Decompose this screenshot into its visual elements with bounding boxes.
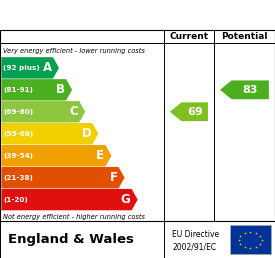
Text: D: D	[81, 127, 91, 140]
Text: Potential: Potential	[221, 32, 268, 41]
Polygon shape	[1, 101, 85, 123]
Text: Not energy efficient - higher running costs: Not energy efficient - higher running co…	[3, 214, 145, 220]
Text: E: E	[96, 149, 104, 162]
Text: B: B	[56, 83, 65, 96]
Text: Current: Current	[169, 32, 208, 41]
Text: G: G	[121, 193, 131, 206]
Text: (1-20): (1-20)	[3, 197, 28, 203]
Text: 69: 69	[187, 107, 203, 117]
Polygon shape	[1, 167, 125, 188]
Text: (55-68): (55-68)	[3, 131, 34, 137]
Polygon shape	[1, 79, 72, 101]
Polygon shape	[1, 57, 59, 78]
Text: Energy Efficiency Rating: Energy Efficiency Rating	[36, 8, 239, 23]
Text: EU Directive: EU Directive	[172, 230, 219, 239]
Text: England & Wales: England & Wales	[8, 233, 134, 246]
Text: 2002/91/EC: 2002/91/EC	[172, 243, 216, 252]
Bar	[230, 225, 271, 254]
Polygon shape	[170, 102, 208, 121]
Polygon shape	[220, 80, 269, 99]
Text: (39-54): (39-54)	[3, 153, 33, 159]
Text: (21-38): (21-38)	[3, 175, 33, 181]
Text: (81-91): (81-91)	[3, 87, 33, 93]
Polygon shape	[1, 123, 98, 144]
Polygon shape	[1, 189, 138, 210]
Text: (92 plus): (92 plus)	[3, 65, 40, 71]
Polygon shape	[1, 145, 111, 166]
Text: C: C	[69, 105, 78, 118]
Text: Very energy efficient - lower running costs: Very energy efficient - lower running co…	[3, 47, 145, 54]
Text: A: A	[43, 61, 52, 74]
Text: 83: 83	[243, 85, 258, 95]
Text: (69-80): (69-80)	[3, 109, 34, 115]
Text: F: F	[109, 171, 117, 184]
